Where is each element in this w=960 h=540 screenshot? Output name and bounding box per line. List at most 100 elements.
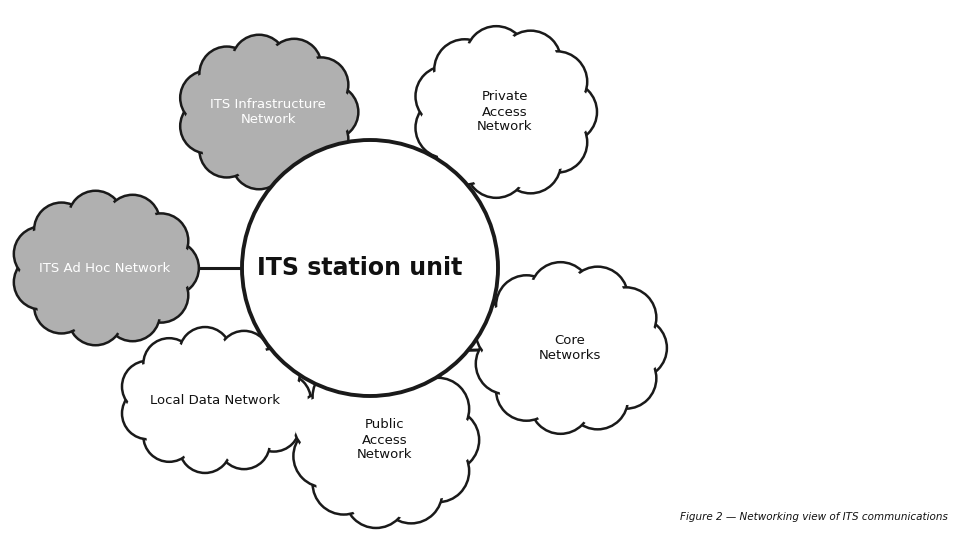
Ellipse shape — [595, 287, 657, 348]
Ellipse shape — [317, 456, 372, 511]
Ellipse shape — [504, 35, 558, 88]
Ellipse shape — [13, 226, 68, 281]
Ellipse shape — [248, 400, 300, 451]
Ellipse shape — [567, 267, 628, 327]
Ellipse shape — [313, 452, 375, 515]
Ellipse shape — [252, 352, 297, 397]
Ellipse shape — [143, 338, 195, 390]
Ellipse shape — [270, 42, 319, 90]
Ellipse shape — [500, 279, 553, 333]
Ellipse shape — [515, 302, 625, 394]
Ellipse shape — [526, 112, 588, 173]
Text: ITS Infrastructure
Network: ITS Infrastructure Network — [210, 98, 326, 126]
Ellipse shape — [182, 330, 228, 376]
Ellipse shape — [108, 290, 156, 338]
Text: Figure 2 — Networking view of ITS communications: Figure 2 — Networking view of ITS commun… — [680, 512, 948, 522]
Ellipse shape — [420, 70, 472, 123]
Ellipse shape — [345, 465, 407, 528]
Ellipse shape — [417, 409, 479, 471]
Ellipse shape — [222, 75, 314, 148]
Ellipse shape — [476, 302, 537, 363]
Ellipse shape — [599, 352, 653, 405]
Ellipse shape — [17, 258, 65, 306]
Ellipse shape — [144, 241, 199, 295]
Ellipse shape — [384, 360, 439, 415]
Ellipse shape — [298, 429, 352, 484]
Ellipse shape — [540, 85, 593, 139]
Ellipse shape — [469, 141, 523, 194]
Ellipse shape — [567, 368, 628, 429]
Ellipse shape — [469, 30, 523, 83]
Ellipse shape — [411, 382, 466, 436]
Ellipse shape — [380, 356, 443, 419]
Ellipse shape — [218, 331, 270, 382]
Ellipse shape — [180, 70, 235, 125]
Ellipse shape — [454, 65, 556, 158]
Ellipse shape — [231, 134, 286, 189]
Ellipse shape — [606, 318, 667, 379]
Ellipse shape — [68, 191, 123, 246]
Ellipse shape — [200, 123, 254, 178]
Ellipse shape — [200, 46, 254, 102]
Ellipse shape — [37, 282, 85, 330]
Ellipse shape — [416, 66, 476, 126]
Ellipse shape — [183, 102, 231, 150]
Ellipse shape — [599, 291, 653, 345]
Ellipse shape — [50, 226, 160, 310]
Ellipse shape — [218, 417, 270, 469]
Ellipse shape — [71, 194, 120, 242]
Ellipse shape — [106, 195, 160, 249]
Ellipse shape — [122, 361, 174, 413]
Ellipse shape — [384, 465, 439, 519]
Ellipse shape — [298, 396, 352, 451]
Ellipse shape — [203, 50, 251, 98]
Ellipse shape — [122, 388, 174, 439]
Ellipse shape — [71, 294, 120, 342]
Ellipse shape — [262, 377, 308, 423]
Ellipse shape — [317, 369, 372, 424]
Ellipse shape — [476, 333, 537, 394]
Ellipse shape — [259, 374, 311, 426]
Ellipse shape — [460, 71, 550, 153]
Ellipse shape — [37, 206, 85, 254]
Ellipse shape — [610, 321, 663, 375]
Ellipse shape — [479, 306, 533, 359]
Ellipse shape — [164, 365, 266, 435]
Ellipse shape — [521, 307, 618, 389]
Ellipse shape — [333, 393, 437, 488]
Ellipse shape — [420, 413, 475, 468]
Ellipse shape — [500, 31, 561, 91]
Ellipse shape — [407, 378, 469, 440]
Ellipse shape — [183, 74, 231, 122]
Ellipse shape — [231, 35, 286, 90]
Ellipse shape — [466, 26, 527, 87]
Ellipse shape — [537, 82, 597, 143]
Ellipse shape — [157, 361, 273, 440]
Ellipse shape — [534, 377, 588, 430]
Ellipse shape — [313, 366, 375, 428]
Ellipse shape — [500, 132, 561, 193]
Text: Public
Access
Network: Public Access Network — [357, 418, 413, 462]
Text: ITS station unit: ITS station unit — [257, 256, 463, 280]
Ellipse shape — [294, 57, 348, 112]
Ellipse shape — [180, 421, 230, 473]
Ellipse shape — [57, 231, 154, 305]
Text: Core
Networks: Core Networks — [539, 334, 601, 362]
Ellipse shape — [530, 373, 591, 434]
Ellipse shape — [180, 99, 235, 153]
Ellipse shape — [407, 440, 469, 502]
Ellipse shape — [267, 39, 322, 93]
Ellipse shape — [526, 51, 588, 112]
Ellipse shape — [434, 39, 495, 100]
Circle shape — [242, 140, 498, 396]
Ellipse shape — [137, 271, 185, 319]
Ellipse shape — [530, 116, 584, 169]
Ellipse shape — [125, 364, 171, 409]
Ellipse shape — [125, 390, 171, 436]
Ellipse shape — [530, 55, 584, 109]
Ellipse shape — [294, 393, 356, 455]
Ellipse shape — [496, 360, 557, 421]
Ellipse shape — [108, 198, 156, 246]
Ellipse shape — [143, 410, 195, 462]
Ellipse shape — [235, 38, 283, 86]
